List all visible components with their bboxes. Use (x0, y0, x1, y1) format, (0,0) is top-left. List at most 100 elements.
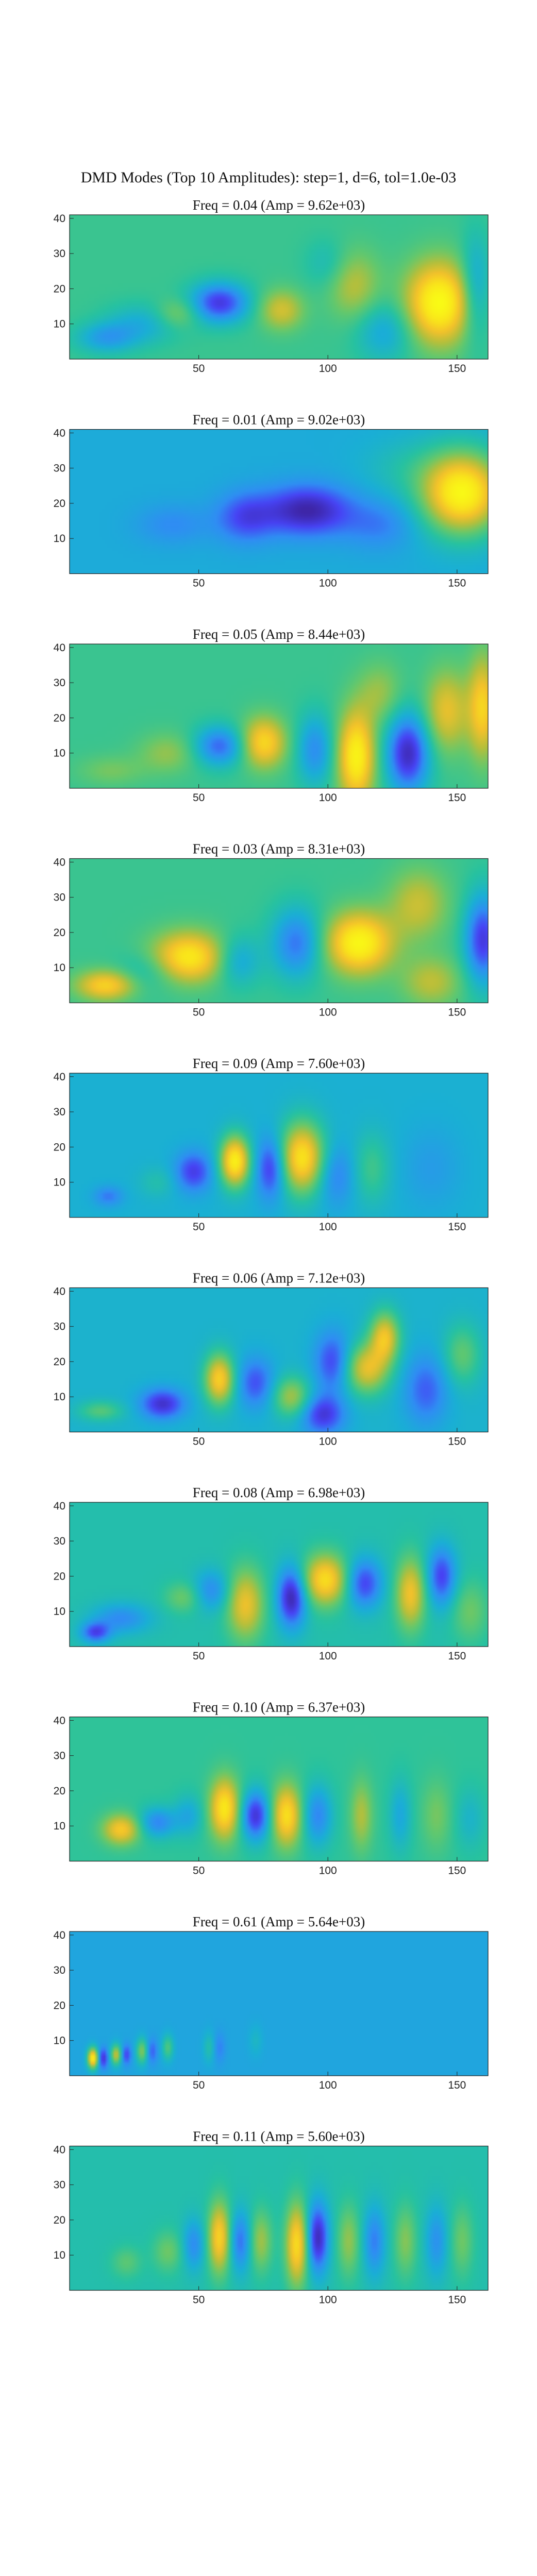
x-tick-label: 100 (319, 2294, 337, 2306)
axes-frame (69, 1931, 489, 2076)
panel-title: Freq = 0.08 (Amp = 6.98e+03) (193, 1485, 365, 1500)
y-tick-label: 40 (54, 642, 65, 654)
y-tick-label: 30 (54, 892, 65, 904)
y-tick-label: 10 (54, 533, 65, 545)
x-tick-label: 150 (448, 1436, 466, 1448)
x-tick-label: 100 (319, 2079, 337, 2091)
y-tick-label: 20 (54, 283, 65, 295)
y-tick-label: 40 (54, 2144, 65, 2156)
mode-panel-7: Freq = 0.08 (Amp = 6.98e+03) 10 20 30 40 50 10… (54, 1485, 489, 1662)
mode-heatmap (70, 858, 488, 1003)
x-tick-label: 50 (193, 792, 205, 804)
y-tick-label: 20 (54, 1141, 65, 1153)
x-tick-label: 150 (448, 1007, 466, 1019)
x-tick-label: 50 (193, 1436, 205, 1448)
y-tick-label: 40 (54, 427, 65, 439)
mode-heatmap (70, 1287, 488, 1432)
y-tick-label: 10 (54, 2249, 65, 2261)
panel-title: Freq = 0.01 (Amp = 9.02e+03) (193, 412, 365, 428)
y-tick-label: 30 (54, 1321, 65, 1333)
axes-frame (69, 1073, 489, 1218)
x-tick-label: 50 (193, 1007, 205, 1019)
x-tick-label: 100 (319, 1436, 337, 1448)
axes-frame (69, 429, 489, 574)
mode-panel-8: Freq = 0.10 (Amp = 6.37e+03) 10 20 30 40 50 10… (54, 1700, 489, 1877)
axes-frame (69, 1287, 489, 1433)
y-tick-label: 10 (54, 1391, 65, 1403)
x-tick-label: 50 (193, 1221, 205, 1233)
axes-frame (69, 214, 489, 360)
y-tick-label: 10 (54, 1177, 65, 1189)
x-tick-label: 50 (193, 363, 205, 375)
y-tick-label: 20 (54, 498, 65, 510)
x-tick-label: 50 (193, 578, 205, 589)
x-tick-label: 150 (448, 2079, 466, 2091)
y-tick-label: 30 (54, 463, 65, 474)
x-tick-label: 50 (193, 1650, 205, 1662)
y-tick-label: 40 (54, 856, 65, 868)
y-tick-label: 10 (54, 318, 65, 330)
y-tick-label: 30 (54, 2179, 65, 2191)
panel-title: Freq = 0.05 (Amp = 8.44e+03) (193, 626, 365, 642)
y-tick-label: 10 (54, 962, 65, 974)
x-tick-label: 150 (448, 363, 466, 375)
y-tick-label: 40 (54, 1285, 65, 1297)
axes-frame (69, 858, 489, 1004)
x-tick-label: 100 (319, 1007, 337, 1019)
y-tick-label: 30 (54, 1750, 65, 1762)
mode-panel-6: Freq = 0.06 (Amp = 7.12e+03) 10 20 30 40 50 10… (54, 1270, 489, 1448)
y-tick-label: 30 (54, 677, 65, 689)
mode-heatmap (70, 215, 488, 359)
y-tick-label: 10 (54, 1606, 65, 1618)
panel-title: Freq = 0.10 (Amp = 6.37e+03) (193, 1700, 365, 1715)
axes-frame (69, 1502, 489, 1647)
mode-heatmap (70, 1717, 488, 1861)
y-tick-label: 20 (54, 712, 65, 724)
x-tick-label: 50 (193, 2294, 205, 2306)
mode-panel-4: Freq = 0.03 (Amp = 8.31e+03) 10 20 30 40 50 10… (54, 841, 489, 1019)
mode-heatmap (70, 2146, 488, 2291)
x-tick-label: 100 (319, 1865, 337, 1877)
panel-title: Freq = 0.11 (Amp = 5.60e+03) (193, 2129, 364, 2144)
mode-panels: Freq = 0.04 (Amp = 9.62e+03) 10 20 30 40 50 10… (54, 197, 489, 2306)
y-tick-label: 20 (54, 1356, 65, 1368)
y-tick-label: 10 (54, 748, 65, 759)
x-tick-label: 150 (448, 792, 466, 804)
mode-panel-9: Freq = 0.61 (Amp = 5.64e+03) 10 20 30 40 50 10… (54, 1914, 489, 2091)
mode-panel-1: Freq = 0.04 (Amp = 9.62e+03) 10 20 30 40 50 10… (54, 197, 489, 375)
y-tick-label: 30 (54, 1106, 65, 1118)
mode-heatmap (70, 1073, 488, 1217)
x-tick-label: 150 (448, 1865, 466, 1877)
x-tick-label: 150 (448, 1650, 466, 1662)
mode-panel-3: Freq = 0.05 (Amp = 8.44e+03) 10 20 30 40 50 10… (54, 626, 489, 804)
y-tick-label: 30 (54, 1535, 65, 1547)
y-tick-label: 40 (54, 213, 65, 225)
y-tick-label: 20 (54, 1570, 65, 1582)
x-tick-label: 100 (319, 792, 337, 804)
x-tick-label: 50 (193, 1865, 205, 1877)
y-tick-label: 20 (54, 2214, 65, 2226)
axes-frame (69, 643, 489, 789)
mode-heatmap (70, 429, 488, 574)
axes-frame (69, 1716, 489, 1862)
y-tick-label: 40 (54, 1715, 65, 1726)
y-tick-label: 40 (54, 1500, 65, 1512)
x-tick-label: 150 (448, 578, 466, 589)
x-tick-label: 100 (319, 1221, 337, 1233)
mode-panel-5: Freq = 0.09 (Amp = 7.60e+03) 10 20 30 40 50 10… (54, 1056, 489, 1233)
panel-title: Freq = 0.04 (Amp = 9.62e+03) (193, 197, 365, 213)
y-tick-label: 30 (54, 248, 65, 260)
x-tick-label: 150 (448, 2294, 466, 2306)
y-tick-label: 10 (54, 1820, 65, 1832)
y-tick-label: 20 (54, 1999, 65, 2011)
x-tick-label: 100 (319, 578, 337, 589)
panel-title: Freq = 0.09 (Amp = 7.60e+03) (193, 1056, 365, 1071)
mode-panel-2: Freq = 0.01 (Amp = 9.02e+03) 10 20 30 40 50 10… (54, 412, 489, 589)
mode-heatmap (70, 1502, 488, 1647)
mode-heatmap (70, 644, 488, 788)
y-tick-label: 30 (54, 1964, 65, 1976)
x-tick-label: 50 (193, 2079, 205, 2091)
axes-frame (69, 2145, 489, 2291)
mode-panel-10: Freq = 0.11 (Amp = 5.60e+03) 10 20 30 40 50 10… (54, 2129, 489, 2306)
